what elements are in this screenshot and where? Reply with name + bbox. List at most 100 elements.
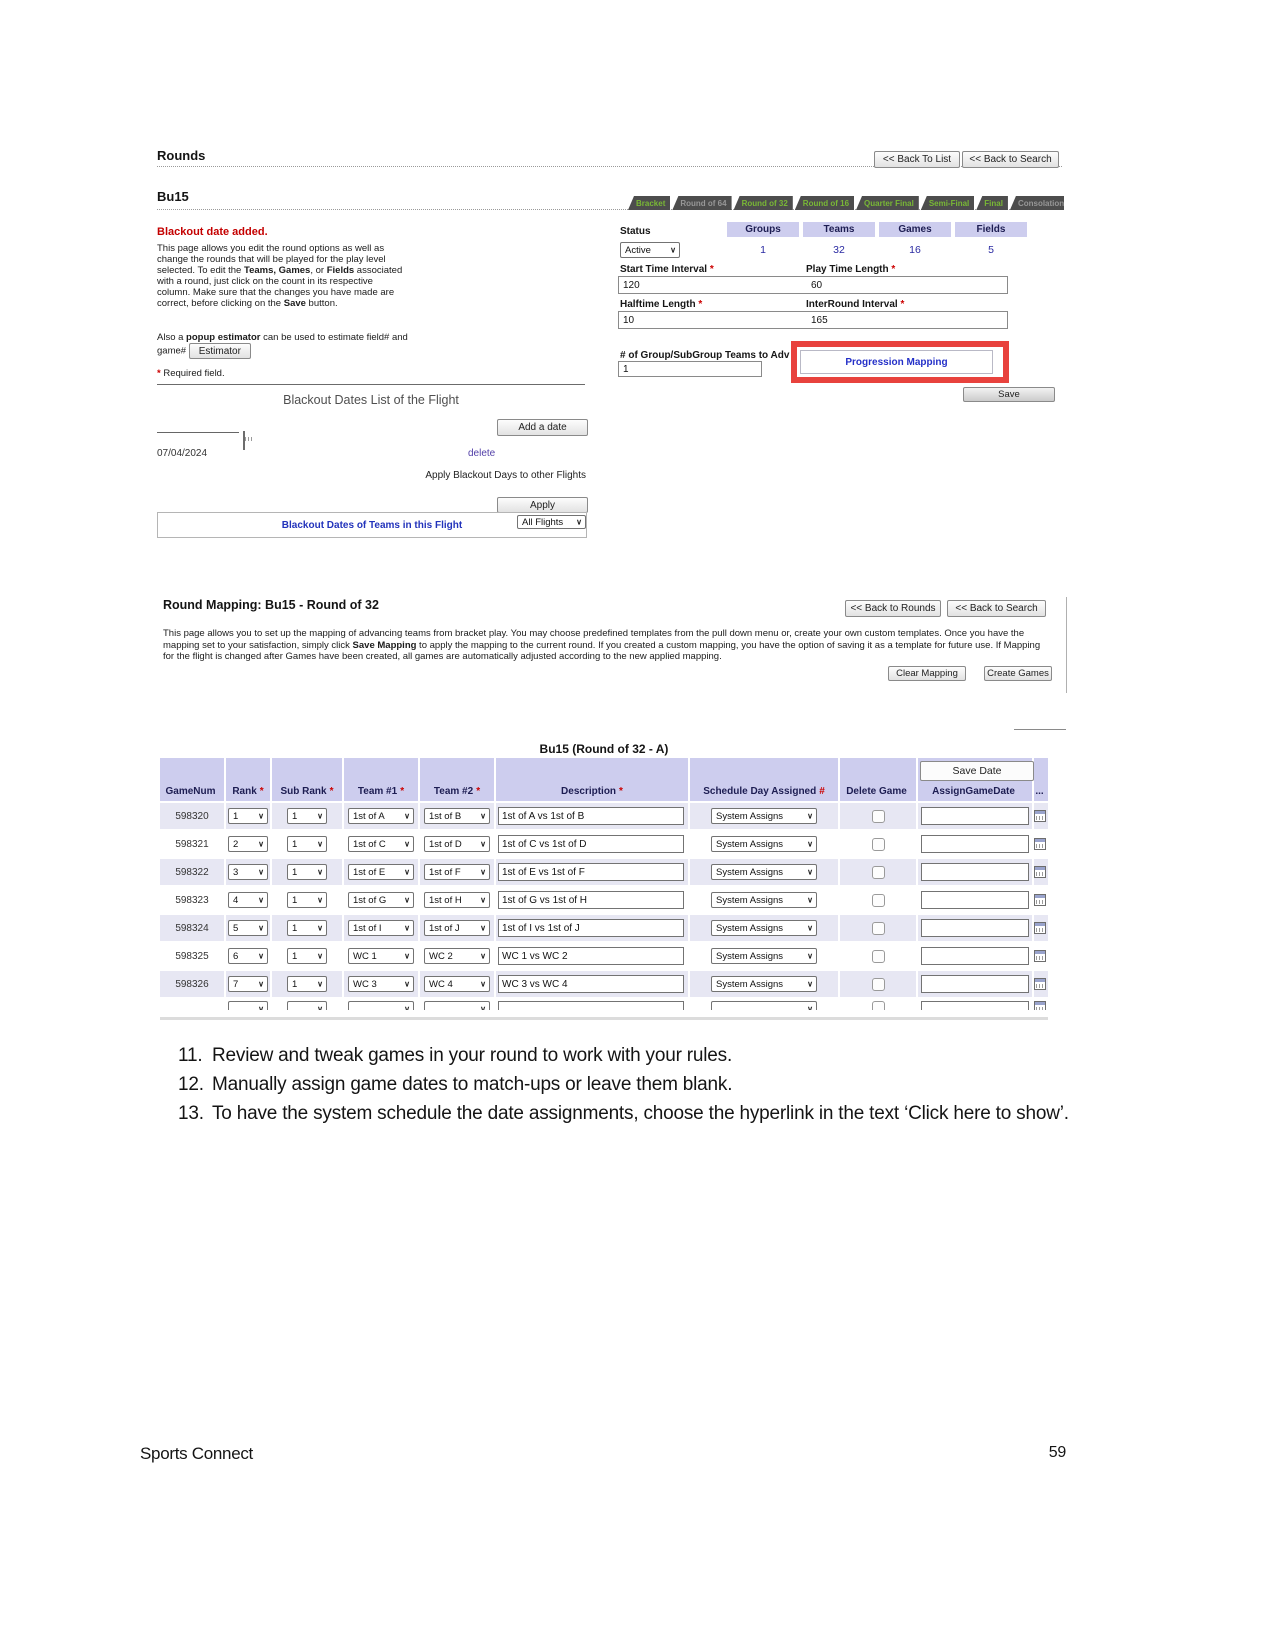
rank-select[interactable]: 4 xyxy=(228,892,268,908)
save-button[interactable]: Save xyxy=(963,387,1055,402)
rank-select[interactable]: 5 xyxy=(228,920,268,936)
delete-game-checkbox[interactable] xyxy=(871,977,885,991)
assign-game-date-input[interactable] xyxy=(921,975,1029,993)
description-input[interactable]: 1st of G vs 1st of H xyxy=(498,891,684,909)
team1-select[interactable]: 1st of G xyxy=(348,892,414,908)
schedule-day-select[interactable]: System Assigns xyxy=(711,976,817,992)
calendar-icon[interactable] xyxy=(1034,838,1046,850)
calendar-icon[interactable] xyxy=(1034,810,1046,822)
description-input[interactable] xyxy=(498,1001,684,1010)
team1-select[interactable]: WC 3 xyxy=(348,976,414,992)
team1-select[interactable]: 1st of I xyxy=(348,920,414,936)
round-tab[interactable]: Final xyxy=(976,196,1008,210)
status-select[interactable]: Active xyxy=(620,242,680,258)
team2-select[interactable]: 1st of D xyxy=(424,836,490,852)
assign-game-date-input[interactable] xyxy=(921,835,1029,853)
schedule-day-select[interactable]: System Assigns xyxy=(711,892,817,908)
delete-game-checkbox[interactable] xyxy=(871,865,885,879)
team1-select[interactable]: 1st of C xyxy=(348,836,414,852)
description-input[interactable]: 1st of E vs 1st of F xyxy=(498,863,684,881)
play-time-length-value[interactable]: 60 xyxy=(811,279,823,291)
delete-game-checkbox[interactable] xyxy=(871,893,885,907)
back-to-search-button[interactable]: << Back to Search xyxy=(962,151,1059,168)
round-tab[interactable]: Round of 32 xyxy=(733,196,793,210)
interround-interval-value[interactable]: 165 xyxy=(811,314,828,326)
description-input[interactable]: 1st of C vs 1st of D xyxy=(498,835,684,853)
start-time-interval-value[interactable]: 120 xyxy=(623,279,640,291)
flights-select[interactable]: All Flights xyxy=(517,515,586,529)
count-value[interactable]: 5 xyxy=(988,244,994,256)
assign-game-date-input[interactable] xyxy=(921,919,1029,937)
team2-select[interactable] xyxy=(424,1001,490,1010)
schedule-day-select[interactable]: System Assigns xyxy=(711,920,817,936)
delete-game-checkbox[interactable] xyxy=(871,1001,885,1010)
round-tab[interactable]: Bracket xyxy=(628,196,671,210)
team1-select[interactable]: 1st of E xyxy=(348,864,414,880)
calendar-icon[interactable] xyxy=(1034,1001,1046,1010)
rank-select[interactable]: 2 xyxy=(228,836,268,852)
schedule-day-select[interactable]: System Assigns xyxy=(711,808,817,824)
count-value[interactable]: 32 xyxy=(833,244,845,256)
assign-game-date-input[interactable] xyxy=(921,891,1029,909)
calendar-icon[interactable] xyxy=(243,431,245,450)
halftime-interround-inputs[interactable]: 10 165 xyxy=(618,311,1008,329)
delete-link[interactable]: delete xyxy=(468,448,496,459)
team2-select[interactable]: 1st of H xyxy=(424,892,490,908)
count-value[interactable]: 1 xyxy=(760,244,766,256)
apply-button[interactable]: Apply xyxy=(497,497,588,513)
rank-select[interactable]: 3 xyxy=(228,864,268,880)
team2-select[interactable]: 1st of J xyxy=(424,920,490,936)
rank-select[interactable]: 6 xyxy=(228,948,268,964)
sub-rank-select[interactable] xyxy=(287,1001,327,1010)
calendar-icon[interactable] xyxy=(1034,978,1046,990)
halftime-length-value[interactable]: 10 xyxy=(623,314,635,326)
back-to-rounds-button[interactable]: << Back to Rounds xyxy=(845,600,941,617)
schedule-day-select[interactable] xyxy=(711,1001,817,1010)
schedule-day-select[interactable]: System Assigns xyxy=(711,948,817,964)
round-tab[interactable]: Round of 64 xyxy=(672,196,732,210)
back-to-list-button[interactable]: << Back To List xyxy=(874,151,960,168)
team2-select[interactable]: WC 4 xyxy=(424,976,490,992)
delete-game-checkbox[interactable] xyxy=(871,837,885,851)
calendar-icon[interactable] xyxy=(1034,894,1046,906)
description-input[interactable]: WC 3 vs WC 4 xyxy=(498,975,684,993)
sub-rank-select[interactable]: 1 xyxy=(287,892,327,908)
clear-mapping-button[interactable]: Clear Mapping xyxy=(888,666,966,681)
sub-rank-select[interactable]: 1 xyxy=(287,920,327,936)
sub-rank-select[interactable]: 1 xyxy=(287,864,327,880)
team2-select[interactable]: 1st of F xyxy=(424,864,490,880)
assign-game-date-input[interactable] xyxy=(921,1001,1029,1010)
rank-select[interactable] xyxy=(228,1001,268,1010)
calendar-icon[interactable] xyxy=(1034,922,1046,934)
schedule-day-select[interactable]: System Assigns xyxy=(711,864,817,880)
estimator-button[interactable]: Estimator xyxy=(188,343,251,359)
add-date-button[interactable]: Add a date xyxy=(497,419,588,436)
rank-select[interactable]: 1 xyxy=(228,808,268,824)
create-games-button[interactable]: Create Games xyxy=(984,666,1052,681)
round-tab[interactable]: Quarter Final xyxy=(856,196,919,210)
blackout-teams-link[interactable]: Blackout Dates of Teams in this Flight xyxy=(281,519,463,531)
round-tab[interactable]: Round of 16 xyxy=(794,196,855,210)
team1-select[interactable]: WC 1 xyxy=(348,948,414,964)
team2-select[interactable]: 1st of B xyxy=(424,808,490,824)
sub-rank-select[interactable]: 1 xyxy=(287,836,327,852)
delete-game-checkbox[interactable] xyxy=(871,921,885,935)
rank-select[interactable]: 7 xyxy=(228,976,268,992)
assign-game-date-input[interactable] xyxy=(921,947,1029,965)
progression-mapping-link[interactable]: Progression Mapping xyxy=(845,356,948,368)
assign-game-date-input[interactable] xyxy=(921,863,1029,881)
count-value[interactable]: 16 xyxy=(909,244,921,256)
calendar-icon[interactable] xyxy=(1034,950,1046,962)
assign-game-date-input[interactable] xyxy=(921,807,1029,825)
sub-rank-select[interactable]: 1 xyxy=(287,948,327,964)
team1-select[interactable] xyxy=(348,1001,414,1010)
team1-select[interactable]: 1st of A xyxy=(348,808,414,824)
description-input[interactable]: 1st of A vs 1st of B xyxy=(498,807,684,825)
sub-rank-select[interactable]: 1 xyxy=(287,976,327,992)
back-to-search-button-2[interactable]: << Back to Search xyxy=(947,600,1046,617)
calendar-icon[interactable] xyxy=(1034,866,1046,878)
blackout-date-input[interactable] xyxy=(157,418,239,433)
description-input[interactable]: WC 1 vs WC 2 xyxy=(498,947,684,965)
delete-game-checkbox[interactable] xyxy=(871,949,885,963)
sub-rank-select[interactable]: 1 xyxy=(287,808,327,824)
